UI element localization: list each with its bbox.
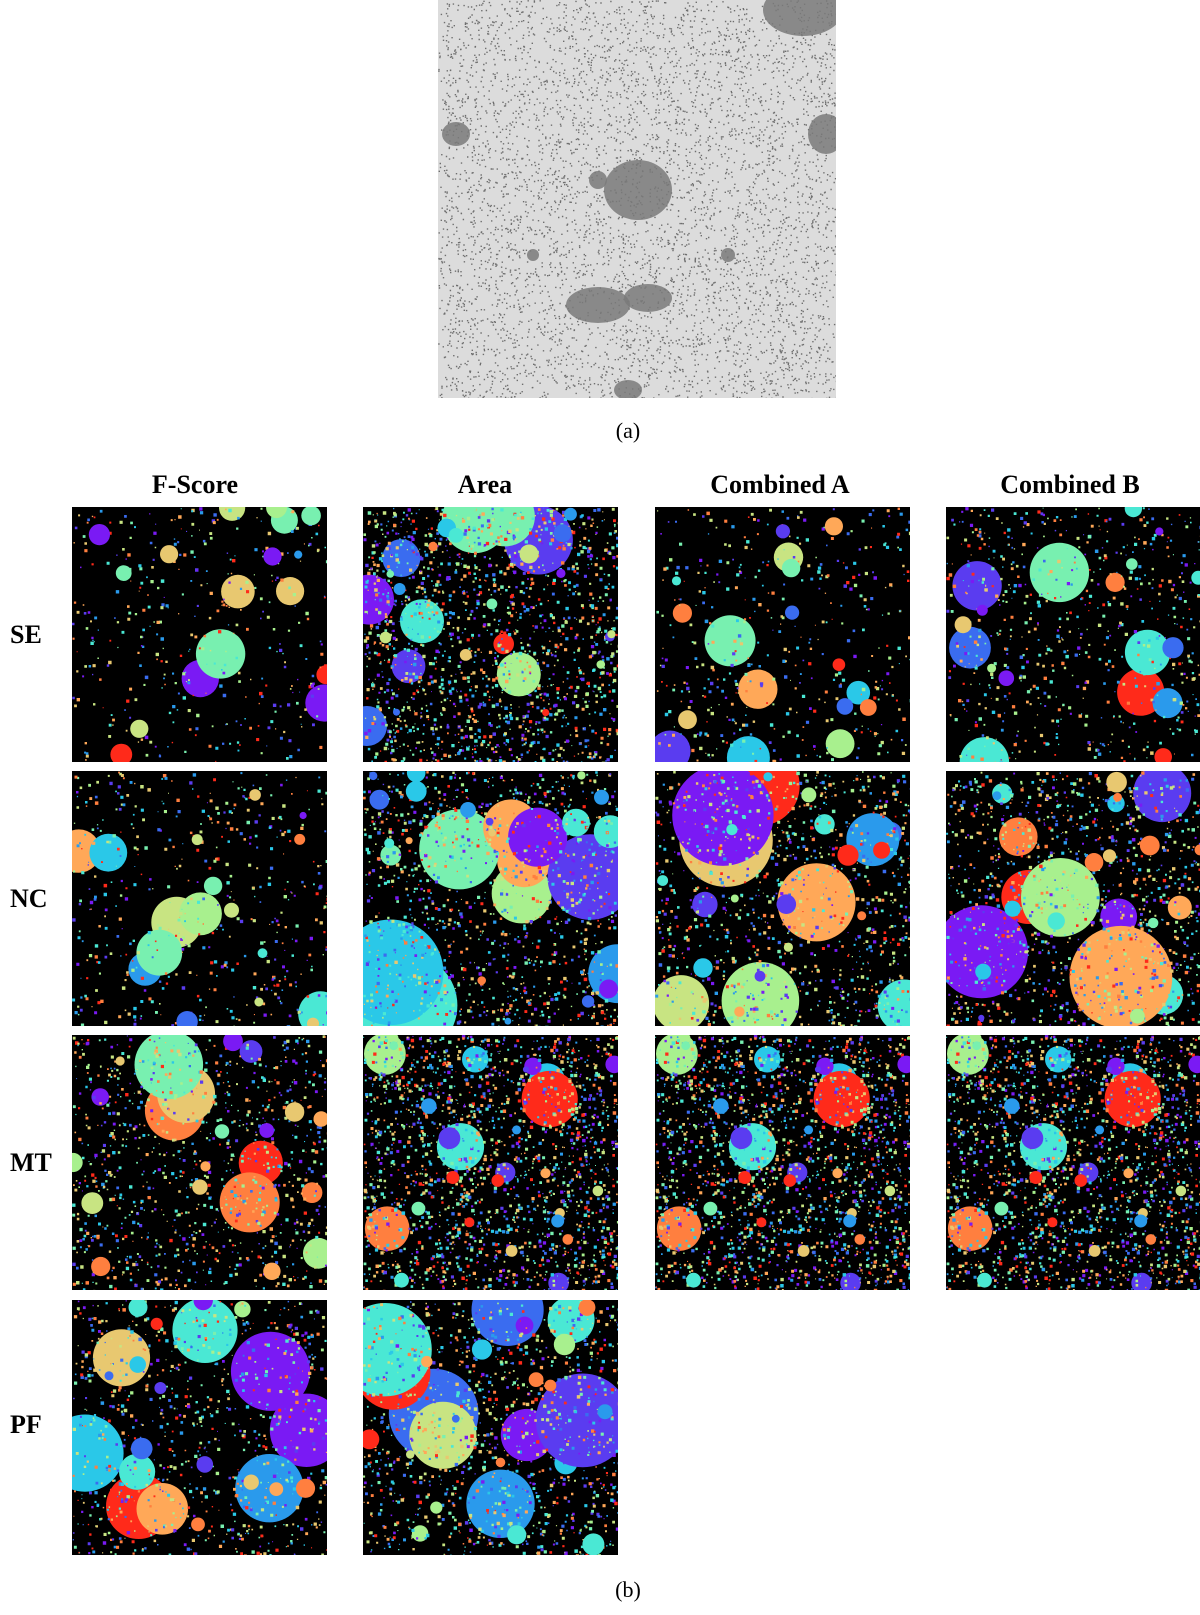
row-header-se: SE <box>10 620 42 649</box>
panel-nc-area <box>363 771 618 1026</box>
col-header-area: Area <box>457 470 513 499</box>
panel-pf-f-score <box>72 1300 327 1555</box>
panel-mt-f-score <box>72 1035 327 1290</box>
col-header-combined-b: Combined B <box>1000 470 1140 499</box>
col-header-f-score: F-Score <box>151 470 239 499</box>
astronomical-image <box>438 0 836 398</box>
row-header-nc: NC <box>10 884 48 913</box>
panel-nc-combined-a <box>655 771 910 1026</box>
panel-se-area <box>363 507 618 762</box>
panel-se-combined-b <box>946 507 1200 762</box>
panel-se-f-score <box>72 507 327 762</box>
panel-pf-area <box>363 1300 618 1555</box>
panel-se-combined-a <box>655 507 910 762</box>
panel-mt-area <box>363 1035 618 1290</box>
caption-a: (a) <box>615 418 641 443</box>
row-header-pf: PF <box>10 1410 42 1439</box>
row-header-mt: MT <box>10 1148 52 1177</box>
caption-b: (b) <box>615 1577 641 1602</box>
col-header-combined-a: Combined A <box>710 470 850 499</box>
panel-nc-f-score <box>72 771 327 1026</box>
panel-mt-combined-b <box>946 1035 1200 1290</box>
panel-nc-combined-b <box>946 771 1200 1026</box>
panel-mt-combined-a <box>655 1035 910 1290</box>
